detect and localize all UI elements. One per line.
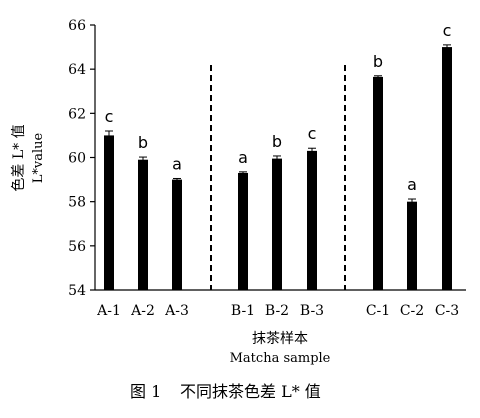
- x-tick-label: B-1: [231, 303, 255, 319]
- significance-label: a: [238, 148, 248, 167]
- x-tick-label: A-3: [164, 303, 189, 319]
- significance-label: a: [407, 175, 417, 194]
- significance-label: b: [272, 132, 282, 151]
- x-tick-label: B-2: [265, 303, 289, 319]
- y-tick-label: 54: [68, 283, 86, 299]
- x-tick-label: C-3: [435, 303, 459, 319]
- bar: [307, 150, 317, 290]
- bar: [172, 179, 182, 290]
- x-tick-label: A-2: [130, 303, 155, 319]
- x-tick-label: C-2: [400, 303, 424, 319]
- significance-label: b: [138, 133, 148, 152]
- x-tick-label: C-1: [366, 303, 390, 319]
- y-axis-title-en: L*value: [31, 132, 46, 183]
- significance-label: c: [105, 107, 114, 126]
- y-axis-title-cn: 色差 L* 值: [10, 124, 27, 191]
- x-axis-title-en: Matcha sample: [230, 351, 331, 366]
- x-tick-label: B-3: [300, 303, 324, 319]
- y-tick-label: 60: [68, 151, 86, 167]
- y-tick-label: 56: [68, 239, 86, 255]
- figure-number: 图 1: [130, 382, 161, 401]
- y-tick-label: 58: [68, 195, 86, 211]
- bar: [442, 47, 452, 291]
- bar: [138, 159, 148, 290]
- x-axis-title-cn: 抹茶样本: [252, 331, 308, 347]
- y-tick-label: 62: [68, 106, 86, 122]
- significance-label: c: [443, 21, 452, 40]
- bar: [272, 158, 282, 290]
- bar: [104, 135, 114, 290]
- significance-label: b: [373, 52, 383, 71]
- y-tick-label: 66: [68, 18, 86, 34]
- significance-label: a: [172, 154, 182, 173]
- significance-label: c: [308, 124, 317, 143]
- bar: [407, 201, 417, 290]
- y-tick-label: 64: [68, 62, 86, 78]
- x-tick-label: A-1: [96, 303, 121, 319]
- bar: [373, 76, 383, 290]
- bar: [238, 172, 248, 290]
- figure-caption: 不同抹茶色差 L* 值: [180, 382, 321, 401]
